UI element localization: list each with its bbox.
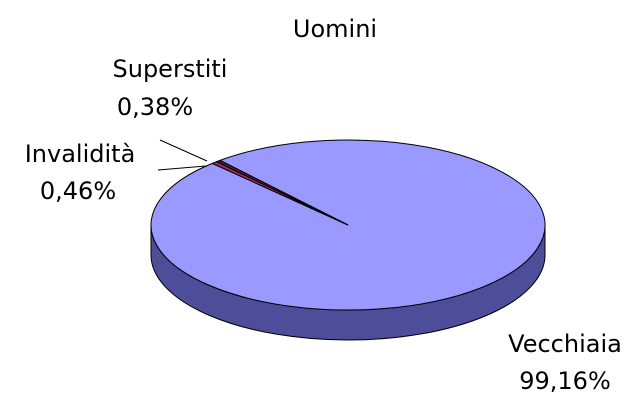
- slice-label: Vecchiaia: [508, 330, 622, 358]
- slice-label: Invalidità: [25, 140, 136, 168]
- leader-line: [157, 165, 207, 171]
- chart-title: Uomini: [293, 15, 377, 43]
- slice-label: Superstiti: [113, 55, 228, 83]
- pie-slice: [215, 159, 349, 226]
- slice-value-label: 99,16%: [519, 367, 611, 395]
- leader-line: [159, 139, 208, 162]
- slice-value-label: 0,46%: [40, 177, 116, 205]
- slice-value-label: 0,38%: [117, 93, 193, 121]
